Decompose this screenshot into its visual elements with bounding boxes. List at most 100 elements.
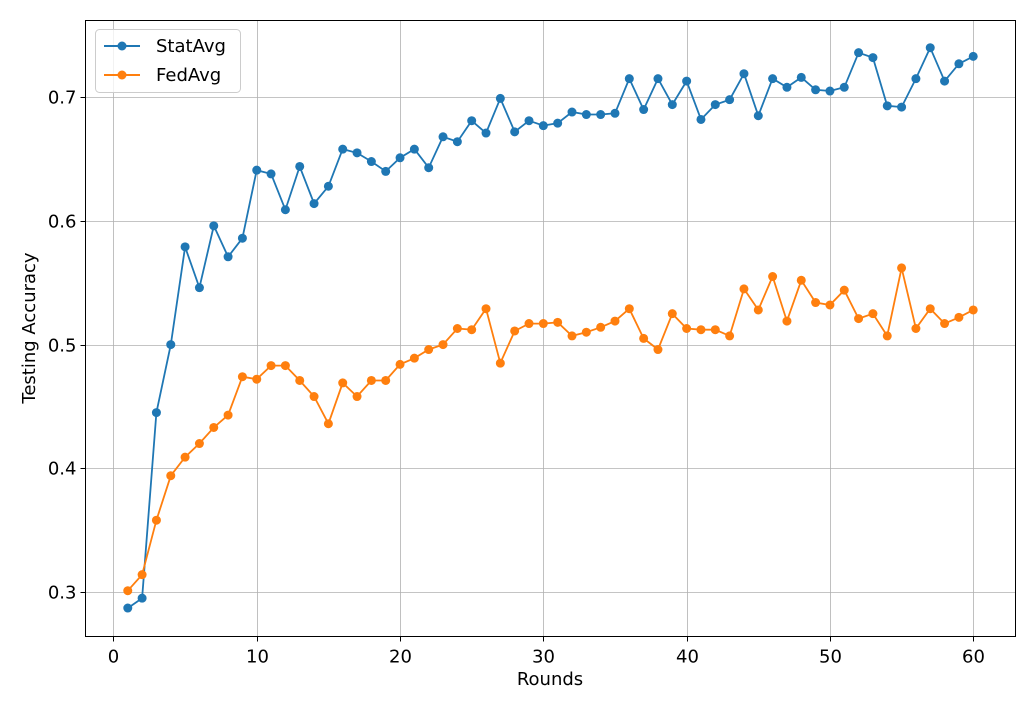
data-point-statavg (825, 86, 835, 96)
data-point-fedavg (653, 345, 663, 355)
data-point-fedavg (323, 419, 333, 429)
data-point-fedavg (409, 353, 419, 363)
data-point-statavg (925, 43, 935, 53)
data-point-statavg (438, 132, 448, 142)
data-point-fedavg (696, 325, 706, 335)
data-point-statavg (194, 283, 204, 293)
data-point-statavg (166, 340, 176, 350)
data-point-fedavg (366, 375, 376, 385)
data-point-fedavg (309, 392, 319, 402)
data-point-statavg (911, 74, 921, 84)
data-point-statavg (839, 82, 849, 92)
y-tick-label: 0.5 (48, 336, 77, 357)
data-point-statavg (739, 69, 749, 79)
data-point-statavg (940, 76, 950, 86)
data-point-statavg (323, 181, 333, 191)
data-point-statavg (639, 105, 649, 115)
data-point-fedavg (151, 515, 161, 525)
plot-frame (85, 20, 1016, 637)
ticks: 0 10 20 30 40 50 60 0.3 0.4 0.5 0.6 0.7 (48, 88, 985, 668)
x-tick-label: 0 (108, 647, 119, 668)
data-point-fedavg (581, 327, 591, 337)
data-point-fedavg (280, 361, 290, 371)
data-point-fedavg (639, 333, 649, 343)
data-point-fedavg (395, 359, 405, 369)
data-point-statavg (954, 59, 964, 69)
data-point-statavg (624, 74, 634, 84)
data-point-statavg (424, 163, 434, 173)
y-tick-label: 0.7 (48, 88, 77, 109)
data-point-fedavg (839, 285, 849, 295)
x-tick-label: 60 (962, 647, 985, 668)
x-tick-label: 30 (532, 647, 555, 668)
data-point-fedavg (624, 304, 634, 314)
data-point-fedavg (796, 275, 806, 285)
data-point-fedavg (481, 304, 491, 314)
data-point-fedavg (194, 439, 204, 449)
data-point-statavg (395, 153, 405, 163)
data-point-fedavg (352, 392, 362, 402)
data-point-statavg (209, 221, 219, 231)
series-line-fedavg (127, 267, 974, 592)
y-tick-label: 0.6 (48, 212, 77, 233)
data-point-fedavg (753, 305, 763, 315)
data-point-fedavg (882, 331, 892, 341)
x-tick-label: 10 (246, 647, 269, 668)
data-point-fedavg (237, 372, 247, 382)
data-point-statavg (510, 127, 520, 137)
data-point-fedavg (252, 374, 262, 384)
data-point-statavg (481, 128, 491, 138)
data-point-statavg (151, 408, 161, 418)
data-point-statavg (696, 114, 706, 124)
x-tick-label: 40 (676, 647, 699, 668)
data-point-statavg (581, 110, 591, 120)
data-point-statavg (882, 101, 892, 111)
data-point-fedavg (538, 319, 548, 329)
data-point-statavg (524, 116, 534, 126)
data-point-fedavg (868, 309, 878, 319)
data-point-statavg (180, 242, 190, 252)
legend-marker-statavg (117, 41, 127, 51)
data-point-fedavg (180, 452, 190, 462)
data-point-statavg (567, 107, 577, 117)
series-group (123, 43, 978, 613)
data-point-statavg (897, 102, 907, 112)
data-point-statavg (796, 72, 806, 82)
data-point-statavg (280, 205, 290, 215)
data-point-statavg (710, 100, 720, 110)
data-point-statavg (782, 82, 792, 92)
data-point-fedavg (682, 324, 692, 333)
data-point-fedavg (596, 322, 606, 332)
data-point-statavg (223, 252, 233, 262)
data-point-statavg (768, 74, 778, 84)
data-point-fedavg (381, 375, 391, 385)
x-axis-label: Rounds (517, 669, 583, 690)
data-point-statavg (467, 116, 477, 126)
data-point-fedavg (510, 326, 520, 336)
data-point-statavg (753, 111, 763, 121)
data-point-fedavg (968, 305, 978, 315)
data-point-statavg (596, 110, 606, 120)
data-point-fedavg (811, 298, 821, 308)
data-point-fedavg (295, 375, 305, 385)
x-tick-label: 50 (819, 647, 842, 668)
data-point-statavg (338, 144, 348, 154)
data-point-fedavg (940, 319, 950, 329)
data-point-statavg (381, 166, 391, 176)
data-point-fedavg (137, 570, 147, 580)
data-point-statavg (123, 603, 133, 613)
data-point-statavg (610, 108, 620, 118)
legend-marker-fedavg (117, 70, 127, 80)
data-point-statavg (854, 48, 864, 58)
data-point-fedavg (553, 317, 563, 327)
data-point-statavg (309, 199, 319, 209)
data-point-statavg (538, 121, 548, 131)
data-point-statavg (868, 53, 878, 63)
data-point-fedavg (495, 358, 505, 368)
data-point-statavg (452, 137, 462, 147)
data-point-fedavg (854, 314, 864, 324)
data-point-statavg (725, 95, 735, 105)
legend-label-fedavg: FedAvg (156, 65, 221, 86)
data-point-fedavg (782, 316, 792, 326)
